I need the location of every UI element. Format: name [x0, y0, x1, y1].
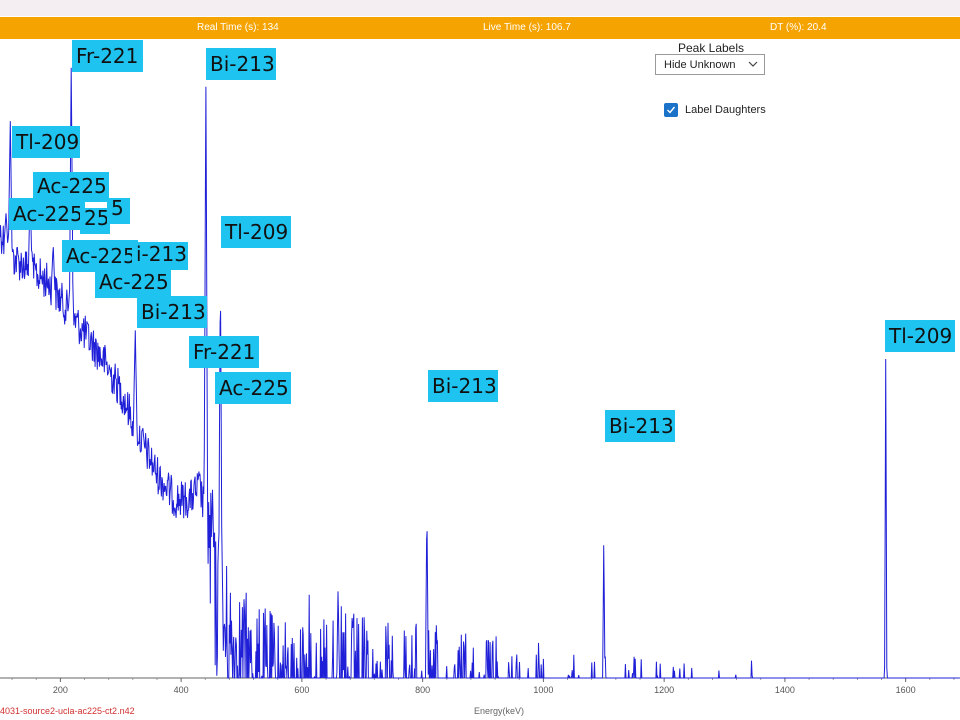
peak-label: i-213 — [136, 242, 187, 266]
peak-label: 5 — [111, 196, 124, 220]
peak-label: Ac-225 — [37, 174, 107, 198]
x-tick-label: 1600 — [896, 685, 916, 695]
x-tick-label: 1000 — [533, 685, 553, 695]
file-name: 4031-source2-ucla-ac225-ct2.n42 — [0, 706, 135, 716]
peak-label: Tl-209 — [224, 220, 288, 244]
check-icon — [667, 106, 676, 114]
real-time-readout: Real Time (s): 134 — [197, 22, 279, 33]
peak-label: Bi-213 — [210, 52, 275, 76]
x-tick-label: 800 — [415, 685, 430, 695]
peak-label-box — [33, 172, 109, 202]
peak-label: Tl-209 — [888, 324, 952, 348]
peak-label-box — [206, 48, 276, 80]
live-time-readout: Live Time (s): 106.7 — [483, 22, 571, 33]
peak-label-box — [107, 198, 130, 224]
peak-label-box — [605, 410, 675, 442]
window-top-strip — [0, 0, 960, 16]
peak-label-box — [9, 198, 85, 230]
peak-labels-title: Peak Labels — [677, 41, 745, 55]
peak-label: Ac-225 — [66, 244, 136, 268]
peak-label: Fr-221 — [193, 340, 255, 364]
peak-label-box — [189, 336, 259, 368]
x-tick-label: 400 — [174, 685, 189, 695]
label-daughters-checkbox[interactable] — [664, 103, 678, 117]
peak-label: Ac-225 — [99, 270, 169, 294]
peak-label: Bi-213 — [432, 374, 497, 398]
dropdown-value: Hide Unknown — [664, 59, 736, 71]
dead-time-readout: DT (%): 20.4 — [770, 22, 827, 33]
status-bar: Real Time (s): 134 Live Time (s): 106.7 … — [0, 17, 960, 39]
x-tick-label: 1400 — [775, 685, 795, 695]
peak-label-box — [137, 296, 207, 328]
peak-label: Ac-225 — [13, 202, 83, 226]
peak-label: Ac-225 — [219, 376, 289, 400]
peak-label-box — [132, 242, 188, 270]
peak-label-box — [428, 370, 498, 402]
chevron-down-icon — [748, 61, 758, 67]
peak-label-box — [885, 320, 955, 352]
spectrum-trace — [0, 67, 960, 679]
x-axis-label: Energy(keV) — [474, 706, 525, 716]
peak-labels-dropdown[interactable]: Hide Unknown — [655, 54, 765, 75]
x-tick-label: 600 — [294, 685, 309, 695]
peak-label: Fr-221 — [76, 44, 138, 68]
peak-label: Tl-209 — [15, 130, 79, 154]
peak-label-box — [215, 372, 291, 404]
peak-label-box — [95, 266, 171, 298]
peak-label-box — [12, 126, 80, 158]
peak-label-box — [72, 40, 143, 72]
peak-label: 25 — [84, 206, 109, 230]
x-tick-label: 1200 — [654, 685, 674, 695]
label-daughters-label: Label Daughters — [685, 104, 766, 116]
peak-label: Bi-213 — [141, 300, 206, 324]
peak-label-box — [221, 216, 291, 248]
x-tick-label: 200 — [53, 685, 68, 695]
peak-label: Bi-213 — [609, 414, 674, 438]
peak-label-box — [80, 208, 110, 234]
